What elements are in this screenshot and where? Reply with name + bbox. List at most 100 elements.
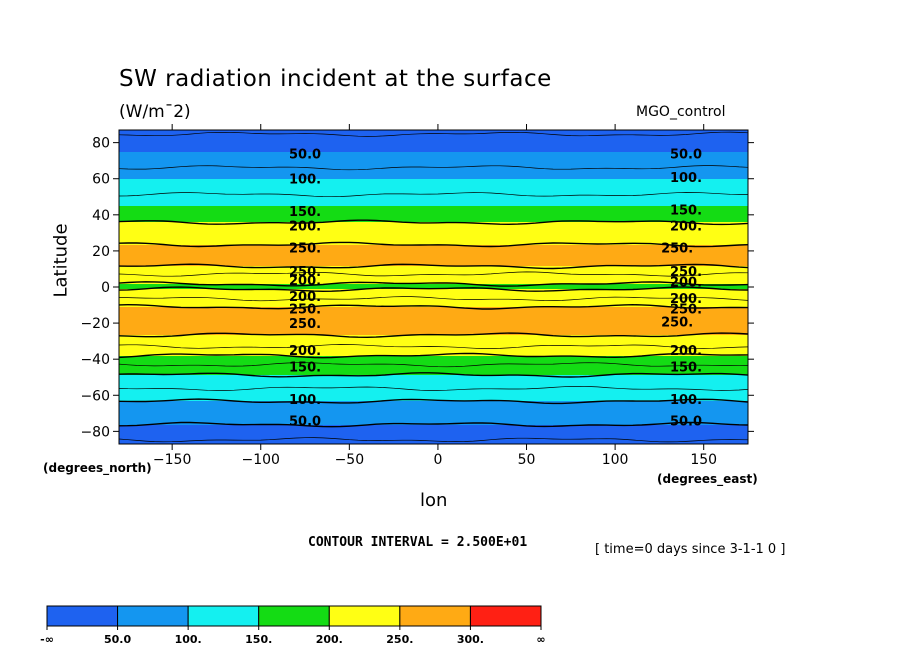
contour-band-row bbox=[119, 235, 748, 237]
contour-band-row bbox=[119, 294, 748, 296]
contour-line bbox=[118, 165, 749, 171]
contour-band-row bbox=[119, 254, 748, 256]
contour-band-row bbox=[119, 134, 748, 136]
contour-band-row bbox=[119, 384, 748, 386]
contour-band-row bbox=[119, 275, 748, 277]
colorbar-swatch bbox=[399, 605, 471, 627]
y-tick-label: 60 bbox=[92, 172, 110, 188]
contour-band-row bbox=[119, 145, 748, 147]
contour-band-row bbox=[119, 394, 748, 396]
contour-band-row bbox=[119, 267, 748, 269]
contour-band-row bbox=[119, 345, 748, 347]
contour-band-row bbox=[119, 198, 748, 200]
contour-band-row bbox=[119, 138, 748, 140]
contour-band-row bbox=[119, 135, 748, 137]
contour-band-row bbox=[119, 148, 748, 150]
contour-label: 250. bbox=[661, 315, 693, 330]
contour-band-row bbox=[119, 241, 748, 243]
colorbar-label: 300. bbox=[457, 633, 484, 646]
x-axis-label: lon bbox=[420, 490, 448, 511]
y-tick-label: 40 bbox=[92, 208, 110, 224]
contour-band-row bbox=[119, 262, 748, 264]
contour-label: 150. bbox=[670, 203, 702, 218]
contour-band-row bbox=[119, 359, 748, 361]
contour-band-row bbox=[119, 330, 748, 332]
colorbar-swatch bbox=[187, 605, 260, 627]
contour-band-row bbox=[119, 153, 748, 155]
contour-band-row bbox=[119, 176, 748, 178]
y-axis: −80 −60 −40 −20 0 20 40 60 80 bbox=[80, 136, 754, 440]
contour-band-row bbox=[119, 166, 748, 168]
contour-band-row bbox=[119, 437, 748, 439]
contour-band-row bbox=[119, 212, 748, 214]
x-tick-label: −150 bbox=[153, 452, 191, 468]
contour-band-row bbox=[119, 163, 748, 165]
contour-band-row bbox=[119, 385, 748, 387]
contour-label: 250. bbox=[670, 265, 702, 280]
contour-label: 200. bbox=[670, 292, 702, 307]
contour-band-row bbox=[119, 252, 748, 254]
dataset-label: MGO_control bbox=[636, 104, 726, 120]
contour-band-row bbox=[119, 206, 748, 208]
contour-band-row bbox=[119, 284, 748, 286]
units-label: (W/m¯2) bbox=[119, 102, 191, 122]
contour-band-row bbox=[119, 295, 748, 297]
x-tick-label: 0 bbox=[433, 452, 442, 468]
contour-band-row bbox=[119, 369, 748, 371]
contour-band-row bbox=[119, 179, 748, 181]
contour-label: 250. bbox=[289, 241, 321, 256]
contour-band-row bbox=[119, 266, 748, 268]
contour-band-row bbox=[119, 433, 748, 435]
contour-line bbox=[118, 362, 749, 368]
contour-band-row bbox=[119, 243, 748, 245]
contour-band-row bbox=[119, 218, 748, 220]
contour-band-row bbox=[119, 315, 748, 317]
contour-line bbox=[118, 263, 749, 270]
contour-label: 100. bbox=[289, 173, 321, 188]
contour-band-row bbox=[119, 270, 748, 272]
contour-band-row bbox=[119, 363, 748, 365]
contour-band-row bbox=[119, 151, 748, 153]
contour-band-row bbox=[119, 159, 748, 161]
contour-band-row bbox=[119, 326, 748, 328]
contour-band-row bbox=[119, 131, 748, 133]
contour-band-row bbox=[119, 204, 748, 206]
contour-band-row bbox=[119, 227, 748, 229]
contour-band-row bbox=[119, 223, 748, 225]
contour-band-row bbox=[119, 162, 748, 164]
contour-band-row bbox=[119, 259, 748, 261]
contour-band-row bbox=[119, 419, 748, 421]
contour-band-row bbox=[119, 143, 748, 145]
contour-band-row bbox=[119, 187, 748, 189]
contour-band-row bbox=[119, 207, 748, 209]
contour-line bbox=[118, 344, 749, 349]
contour-band-row bbox=[119, 441, 748, 443]
contour-band-row bbox=[119, 414, 748, 416]
contour-band-row bbox=[119, 413, 748, 415]
contour-band-row bbox=[119, 381, 748, 383]
contour-band-row bbox=[119, 261, 748, 263]
contour-band-row bbox=[119, 285, 748, 287]
contour-label: 200. bbox=[289, 344, 321, 359]
contour-band-row bbox=[119, 377, 748, 379]
contour-line bbox=[118, 192, 749, 198]
contour-band-row bbox=[119, 200, 748, 202]
contour-band-row bbox=[119, 233, 748, 235]
contour-band-row bbox=[119, 418, 748, 420]
contour-band-row bbox=[119, 231, 748, 233]
contour-line bbox=[118, 281, 749, 287]
contour-band-row bbox=[119, 352, 748, 354]
contour-band-row bbox=[119, 343, 748, 345]
contour-band-row bbox=[119, 302, 748, 304]
contour-band-row bbox=[119, 137, 748, 139]
colorbar-swatch bbox=[328, 605, 401, 627]
contour-band-row bbox=[119, 404, 748, 406]
contour-band-row bbox=[119, 208, 748, 210]
contour-band-row bbox=[119, 300, 748, 302]
contour-band-row bbox=[119, 320, 748, 322]
contour-label: 200. bbox=[670, 220, 702, 235]
contour-band-row bbox=[119, 348, 748, 350]
contour-label: 150. bbox=[670, 360, 702, 375]
contour-band-row bbox=[119, 301, 748, 303]
